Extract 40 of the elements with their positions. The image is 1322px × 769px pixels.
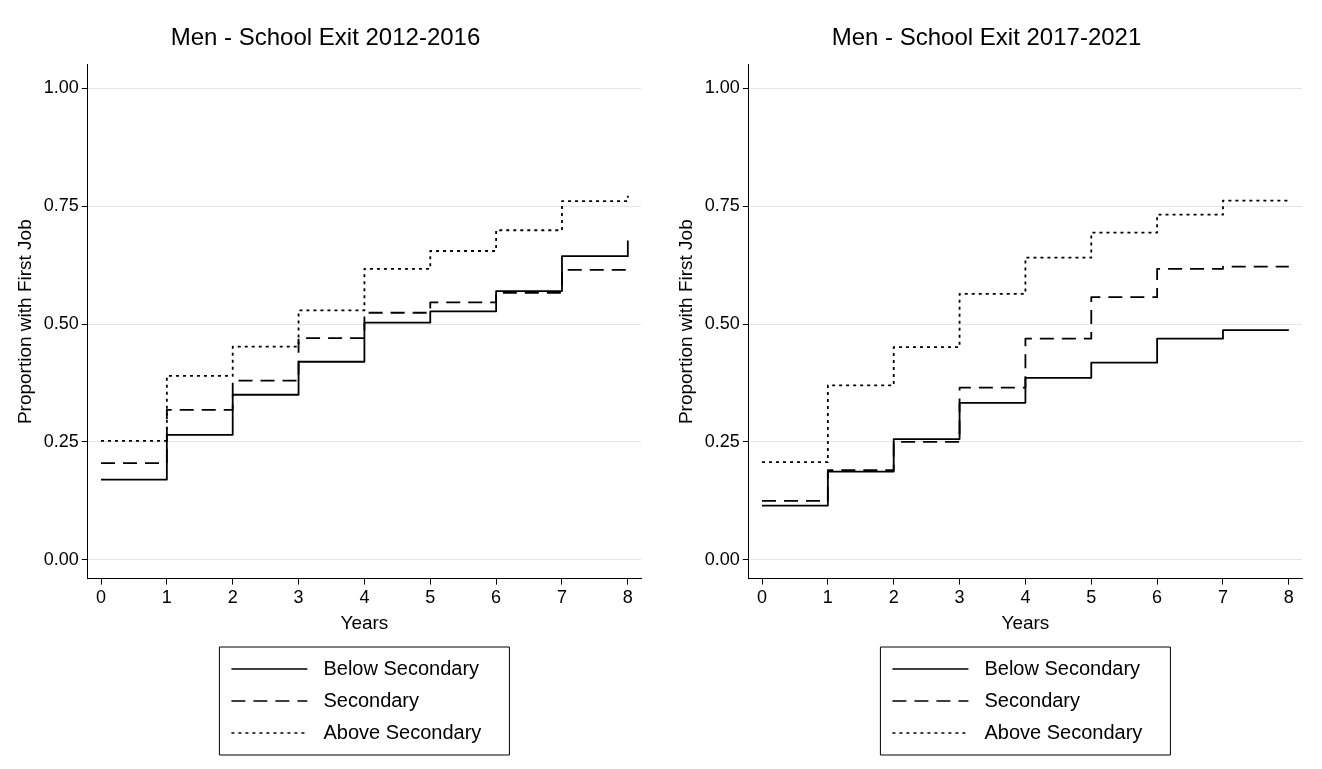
legend-label: Below Secondary (323, 656, 480, 679)
x-tick-label: 5 (1086, 587, 1097, 608)
x-tick-label: 7 (1217, 587, 1228, 608)
x-axis-title: Years (1001, 611, 1050, 633)
x-tick-label: 0 (757, 587, 768, 608)
legend-label: Above Secondary (323, 720, 482, 743)
x-tick-label: 3 (954, 587, 965, 608)
legend-label: Secondary (984, 688, 1081, 711)
y-tick-label: 0.00 (704, 548, 740, 569)
legend-label: Below Secondary (984, 656, 1141, 679)
legend-label: Above Secondary (984, 720, 1143, 743)
x-tick-label: 2 (227, 587, 238, 608)
y-axis-title: Proportion with First Job (13, 219, 35, 425)
y-tick-label: 0.25 (43, 430, 79, 451)
chart-title: Men - School Exit 2012-2016 (170, 23, 481, 51)
legend-label: Secondary (323, 688, 420, 711)
x-tick-label: 1 (161, 587, 172, 608)
x-tick-label: 4 (1020, 587, 1031, 608)
chart-title: Men - School Exit 2017-2021 (831, 23, 1142, 51)
x-tick-label: 1 (822, 587, 833, 608)
x-tick-label: 6 (1152, 587, 1163, 608)
y-tick-label: 1.00 (43, 77, 79, 98)
x-tick-label: 2 (888, 587, 899, 608)
x-tick-label: 8 (1283, 587, 1294, 608)
x-tick-label: 6 (491, 587, 502, 608)
x-tick-label: 8 (622, 587, 633, 608)
y-tick-label: 0.75 (43, 195, 79, 216)
x-tick-label: 0 (96, 587, 107, 608)
x-axis-title: Years (340, 611, 389, 633)
y-tick-label: 0.25 (704, 430, 740, 451)
x-tick-label: 7 (556, 587, 567, 608)
x-tick-label: 5 (425, 587, 436, 608)
x-tick-label: 3 (293, 587, 304, 608)
y-tick-label: 0.75 (704, 195, 740, 216)
y-tick-label: 0.00 (43, 548, 79, 569)
y-tick-label: 0.50 (43, 313, 79, 334)
y-tick-label: 0.50 (704, 313, 740, 334)
y-axis-title: Proportion with First Job (674, 219, 696, 425)
x-tick-label: 4 (359, 587, 370, 608)
y-tick-label: 1.00 (704, 77, 740, 98)
